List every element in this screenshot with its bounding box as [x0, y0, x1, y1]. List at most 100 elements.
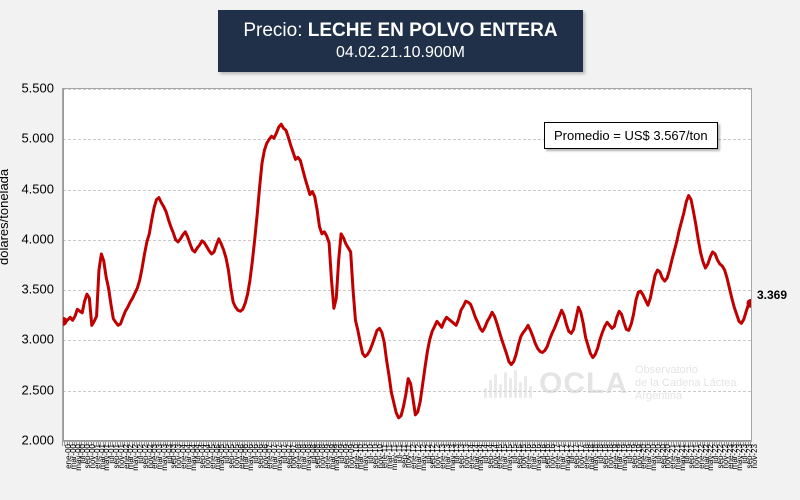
x-axis-tick: [155, 442, 157, 446]
y-axis-tick: 2.500: [21, 382, 54, 398]
x-axis-tick: [210, 442, 212, 446]
x-axis-tick: [141, 442, 143, 446]
x-axis-tick: [685, 442, 687, 446]
y-axis-tick: 3.000: [21, 331, 54, 347]
x-axis-tick: [476, 442, 478, 446]
title-product-code: 04.02.21.10.900M: [336, 44, 465, 61]
x-axis-tick: [62, 442, 63, 446]
x-axis-tick: [198, 442, 200, 446]
x-axis-tick: [316, 442, 318, 446]
x-axis-tick: [433, 442, 435, 446]
x-axis-tick: [330, 442, 332, 446]
x-axis-tick: [143, 442, 145, 446]
x-axis-tick: [71, 442, 73, 446]
x-axis-tick: [349, 442, 351, 446]
x-axis-tick: [241, 442, 243, 446]
x-axis-tick: [390, 442, 392, 446]
x-axis-tick: [376, 442, 378, 446]
x-axis-tick: [404, 442, 406, 446]
x-axis-tick: [248, 442, 250, 446]
x-axis-tick: [431, 442, 433, 446]
x-axis-tick: [402, 442, 404, 446]
x-axis-tick: [294, 442, 296, 446]
x-axis-tick: [421, 442, 423, 446]
x-axis-tick: [162, 442, 164, 446]
y-axis-tick: 4.000: [21, 231, 54, 247]
x-axis-tick: [675, 442, 677, 446]
x-axis-tick: [452, 442, 454, 446]
x-axis-tick: [90, 442, 92, 446]
x-axis-tick: [572, 442, 574, 446]
y-axis-tick-labels: 5.500 5.000 4.500 4.000 3.500 3.000 2.500 2.000: [0, 0, 58, 500]
x-axis-tick: [455, 442, 457, 446]
x-axis-tick: [747, 442, 749, 446]
x-axis-tick: [745, 442, 747, 446]
x-axis-tick: [577, 442, 579, 446]
x-axis-tick: [627, 442, 629, 446]
x-axis-tick: [244, 442, 246, 446]
x-axis-tick: [730, 442, 732, 446]
x-axis-tick: [258, 442, 260, 446]
x-axis-tick: [694, 442, 696, 446]
x-axis-tick: [735, 442, 737, 446]
x-axis-tick: [203, 442, 205, 446]
x-axis-tick: [622, 442, 624, 446]
x-axis-tick: [284, 442, 286, 446]
x-axis-tick: [716, 442, 718, 446]
x-axis-tick: [658, 442, 660, 446]
x-axis-tick: [428, 442, 430, 446]
x-axis-tick: [435, 442, 437, 446]
x-axis-tick: [320, 442, 322, 446]
x-axis-tick: [265, 442, 267, 446]
x-axis-tick: [236, 442, 238, 446]
x-axis-tick: [419, 442, 421, 446]
x-axis-tick: [306, 442, 308, 446]
x-axis-tick: [378, 442, 380, 446]
x-axis-tick: [555, 442, 557, 446]
x-axis-tick: [184, 442, 186, 446]
x-axis-tick: [491, 442, 493, 446]
x-axis-tick: [570, 442, 572, 446]
x-axis-tick: [726, 442, 728, 446]
x-axis-tick: [586, 442, 588, 446]
x-axis-tick: [510, 442, 512, 446]
last-value-label: 3.369: [757, 288, 788, 302]
x-axis-tick: [133, 442, 135, 446]
x-axis-tick: [100, 442, 102, 446]
x-axis-tick: [76, 442, 78, 446]
x-axis-tick: [311, 442, 313, 446]
y-axis-tick: 4.500: [21, 181, 54, 197]
gridline: [63, 139, 751, 141]
x-axis-tick: [73, 442, 75, 446]
x-axis-tick: [598, 442, 600, 446]
x-axis-tick: [481, 442, 483, 446]
x-axis-tick: [560, 442, 562, 446]
x-axis-tick: [292, 442, 294, 446]
x-axis-tick: [531, 442, 533, 446]
x-axis-tick: [668, 442, 670, 446]
x-axis-tick: [153, 442, 155, 446]
x-axis-tick: [78, 442, 80, 446]
x-axis-tick: [462, 442, 464, 446]
x-axis-tick: [105, 442, 107, 446]
x-axis-tick: [229, 442, 231, 446]
x-axis-tick: [702, 442, 704, 446]
x-axis-tick: [680, 442, 682, 446]
x-axis-tick: [591, 442, 593, 446]
x-axis-tick: [464, 442, 466, 446]
x-axis-tick: [359, 442, 361, 446]
x-axis-tick: [208, 442, 210, 446]
x-axis-tick: [524, 442, 526, 446]
x-axis-tick: [426, 442, 428, 446]
price-line-series: [63, 122, 751, 420]
gridline: [63, 189, 751, 191]
x-axis-tick: [416, 442, 418, 446]
x-axis-tick: [66, 442, 68, 446]
x-axis-tick: [246, 442, 248, 446]
x-axis-tick: [296, 442, 298, 446]
x-axis-tick: [239, 442, 241, 446]
x-axis-tick: [409, 442, 411, 446]
x-axis-tick: [268, 442, 270, 446]
x-axis-tick: [165, 442, 167, 446]
